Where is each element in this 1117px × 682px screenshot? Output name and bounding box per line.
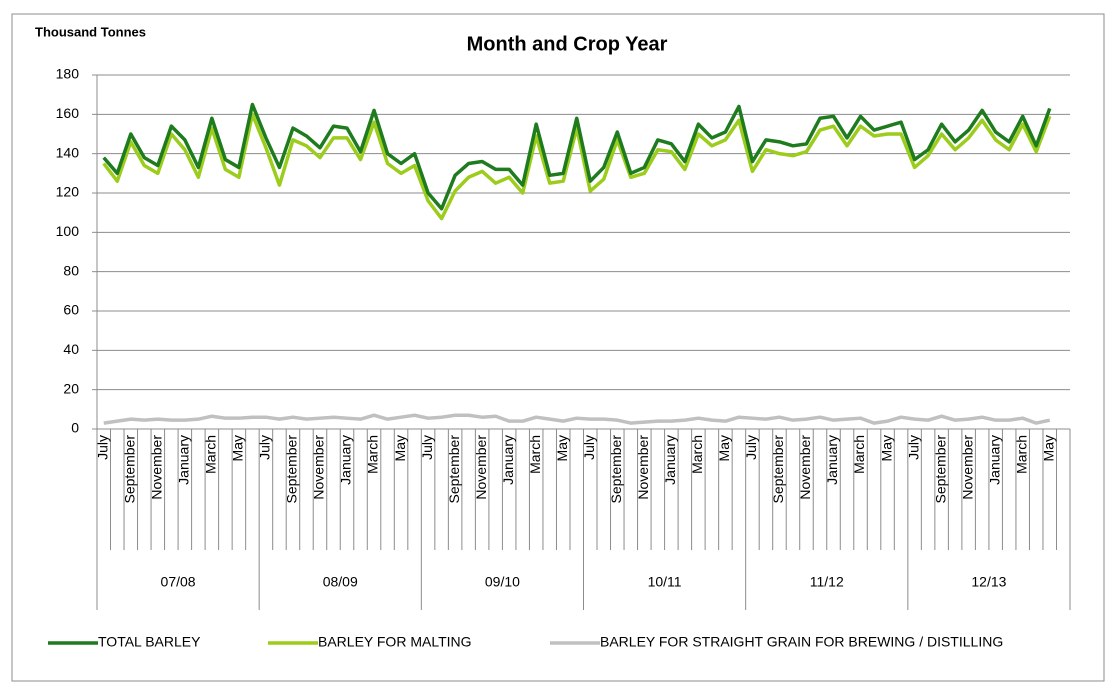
y-tick-label: 40 [63, 341, 79, 357]
x-tick-label: July [419, 435, 435, 460]
x-tick-label: November [635, 435, 651, 500]
x-tick-label: March [527, 435, 543, 474]
x-tick-label: July [257, 435, 273, 460]
y-tick-label: 100 [56, 223, 80, 239]
x-tick-label: September [121, 435, 137, 504]
x-tick-label: September [446, 435, 462, 504]
x-tick-label: May [1040, 435, 1056, 461]
group-label: 12/13 [971, 574, 1006, 590]
chart-border [11, 13, 1105, 682]
group-label: 10/11 [648, 574, 682, 590]
series-line [102, 102, 1052, 211]
x-tick-label: May [230, 435, 246, 461]
x-tick-label: September [284, 435, 300, 504]
x-tick-label: March [1013, 435, 1029, 474]
x-tick-label: September [770, 435, 786, 504]
legend-label: BARLEY FOR STRAIGHT GRAIN FOR BREWING / … [600, 634, 1003, 650]
x-tick-label: November [797, 435, 813, 500]
group-label: 09/10 [485, 574, 520, 590]
y-tick-label: 60 [63, 302, 79, 318]
series-line [102, 112, 1052, 221]
x-tick-label: November [959, 435, 975, 500]
group-label: 08/09 [323, 574, 358, 590]
x-tick-label: July [905, 435, 921, 460]
y-tick-label: 160 [56, 105, 80, 121]
x-tick-label: May [716, 435, 732, 461]
x-tick-label: July [743, 435, 759, 460]
x-tick-label: January [500, 435, 516, 485]
group-label: 11/12 [810, 574, 844, 590]
y-tick-label: 120 [56, 184, 80, 200]
x-tick-label: March [203, 435, 219, 474]
x-tick-label: March [851, 435, 867, 474]
x-tick-label: January [824, 435, 840, 485]
y-tick-label: 180 [56, 66, 80, 82]
y-axis-label: Thousand Tonnes [35, 24, 146, 39]
y-tick-label: 20 [63, 380, 79, 396]
x-tick-label: May [878, 435, 894, 461]
x-tick-label: March [689, 435, 705, 474]
x-tick-label: November [473, 435, 489, 500]
legend-label: TOTAL BARLEY [98, 634, 201, 650]
x-tick-label: July [94, 435, 110, 460]
x-tick-label: November [311, 435, 327, 500]
group-label: 07/08 [161, 574, 196, 590]
y-tick-label: 80 [63, 262, 79, 278]
x-tick-label: September [608, 435, 624, 504]
x-tick-label: January [176, 435, 192, 485]
x-tick-label: January [662, 435, 678, 485]
legend-label: BARLEY FOR MALTING [318, 634, 472, 650]
x-tick-label: July [581, 435, 597, 460]
series-line [103, 413, 1051, 425]
x-tick-label: November [149, 435, 165, 500]
x-tick-label: March [365, 435, 381, 474]
x-tick-label: January [338, 435, 354, 485]
y-tick-label: 0 [71, 420, 79, 436]
x-tick-label: January [986, 435, 1002, 485]
y-tick-label: 140 [56, 144, 80, 160]
x-tick-label: May [392, 435, 408, 461]
x-tick-label: May [554, 435, 570, 461]
x-tick-label: September [932, 435, 948, 504]
x-axis-label: Month and Crop Year [467, 33, 668, 55]
